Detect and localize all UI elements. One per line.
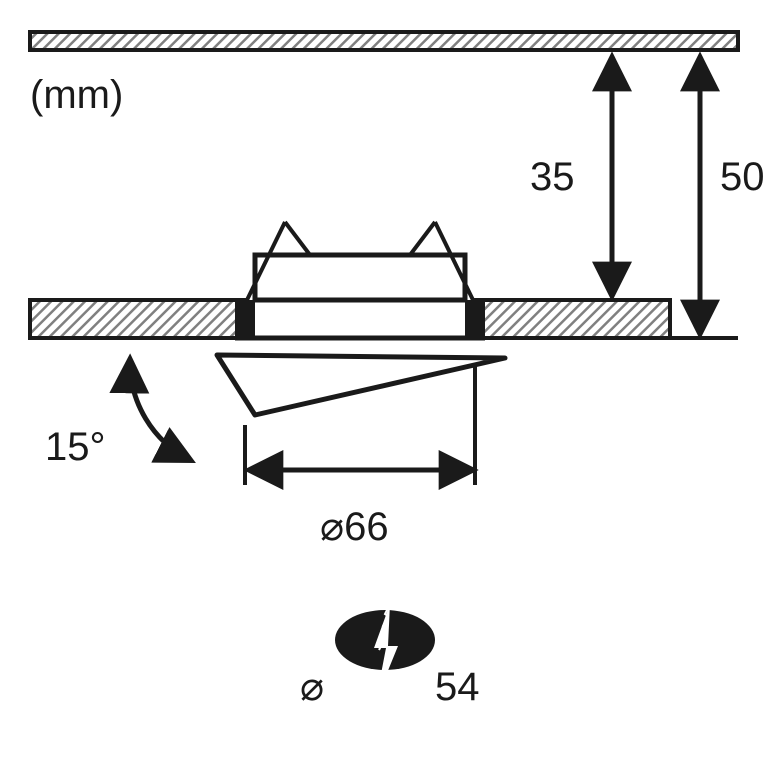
dim-66-label: ⌀66: [320, 505, 389, 549]
fixture-housing: [255, 255, 465, 300]
angle-label: 15°: [45, 425, 106, 469]
tilt-face: [217, 355, 505, 415]
fixture-flange-right: [465, 300, 485, 338]
fixture-flange-left: [235, 300, 255, 338]
top-surface-bar: [30, 32, 738, 50]
angle-arc: [130, 360, 190, 460]
dim-50-label: 50: [720, 155, 765, 199]
technical-diagram: (mm) 35 50 ⌀66 15° ⌀ 54 ⌀ 54: [0, 0, 768, 768]
drill-label-value: 54: [435, 665, 480, 709]
dim-35-label: 35: [530, 155, 575, 199]
ceiling-panel-left: [30, 300, 245, 338]
unit-label: (mm): [30, 73, 123, 117]
ceiling-panel-right: [475, 300, 670, 338]
